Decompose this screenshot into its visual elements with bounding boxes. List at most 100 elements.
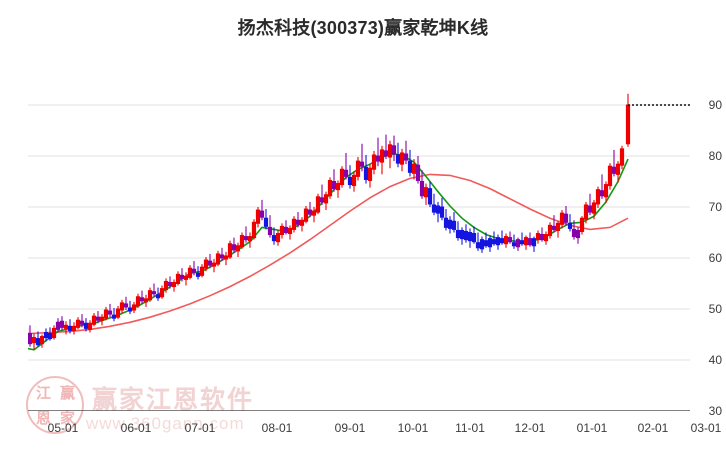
candle-body [567,222,573,229]
candle-body [371,154,377,170]
candle-body [43,331,49,339]
candle-body [167,281,173,287]
candle-body [139,297,145,302]
candle-body [591,202,597,214]
candle-body [423,187,429,198]
candle-body [223,255,229,260]
watermark-brand: 赢家江恩软件 [92,386,255,414]
candle-body [323,194,329,204]
x-tick-03-01: 03-01 [690,421,722,435]
seal-char-0: 江 [35,385,51,402]
candle-body [151,291,157,295]
ma-slow-line [28,173,629,335]
candle-body [271,235,277,242]
candle-body [111,314,117,319]
candle-body [143,298,149,303]
candle-body [307,209,313,215]
candle-body [467,232,473,242]
candle-body [255,209,261,224]
candle-body [355,160,361,177]
candle-body [479,239,485,250]
candle-body [347,176,353,186]
candle-body [625,104,631,145]
candle-body [499,238,505,244]
y-tick-30: 30 [708,404,722,418]
candle-body [543,234,549,242]
candle-body [575,229,581,239]
candle-body [419,181,425,197]
candle-body [551,225,557,230]
candle-body [231,244,237,251]
candle-body [511,242,517,247]
candle-body [379,149,385,163]
candle-body [227,243,233,258]
candle-body [311,210,317,216]
candle-body [79,320,85,325]
candle-body [435,205,441,214]
chart-canvas [28,93,690,411]
candle-body [519,240,525,245]
candle-body [375,155,381,162]
candle-body [235,245,241,252]
x-tick-09-01: 09-01 [334,421,366,435]
candle-body [463,230,469,241]
candle-body [607,165,613,187]
candle-body [547,224,553,237]
candle-body [99,316,105,321]
candle-body [211,262,217,267]
candle-body [119,302,125,311]
candle-body [335,183,341,191]
x-tick-01-01: 01-01 [576,421,608,435]
candle-body [555,222,561,231]
candle-body [291,218,297,230]
candle-body [287,227,293,235]
candle-body [515,239,521,248]
candle-body [155,294,161,299]
x-tick-11-01: 11-01 [455,421,485,435]
y-tick-60: 60 [708,251,722,265]
candle-body [431,204,437,213]
candle-body [507,237,513,243]
candle-body [503,236,509,245]
candle-body [203,259,209,269]
x-tick-10-01: 10-01 [397,421,429,435]
candle-body [179,274,185,279]
candle-body [455,229,461,239]
candle-body [559,212,565,225]
candlestick-plot[interactable] [28,60,690,411]
candle-body [411,163,417,174]
x-tick-08-01: 08-01 [261,421,293,435]
candle-body [619,148,625,166]
candle-body [303,208,309,222]
candle-body [403,153,409,161]
candle-body [83,322,89,329]
candle-body [39,336,45,345]
candle-body [191,268,197,273]
candle-body [31,337,37,344]
candle-body [107,310,113,315]
candle-body [127,307,133,312]
candle-body [487,238,493,248]
candle-body [459,229,465,240]
watermark-url: www.360gann.com [86,414,245,433]
candle-body [35,338,41,346]
candle-body [51,327,57,339]
candle-body [95,316,101,321]
candle-body [523,237,529,246]
candle-body [187,267,193,278]
candle-body [439,206,445,218]
candle-body [183,275,189,280]
candle-body [215,253,221,265]
candle-body [219,254,225,259]
candle-body [299,219,305,226]
candle-body [28,332,33,345]
candle-body [239,235,245,248]
candle-body [59,320,65,328]
candle-body [115,308,121,318]
candle-body [263,217,269,227]
candle-body [383,150,389,157]
candle-body [327,179,333,197]
candle-body [91,315,97,325]
candle-body [267,226,273,236]
candle-body [195,272,201,277]
